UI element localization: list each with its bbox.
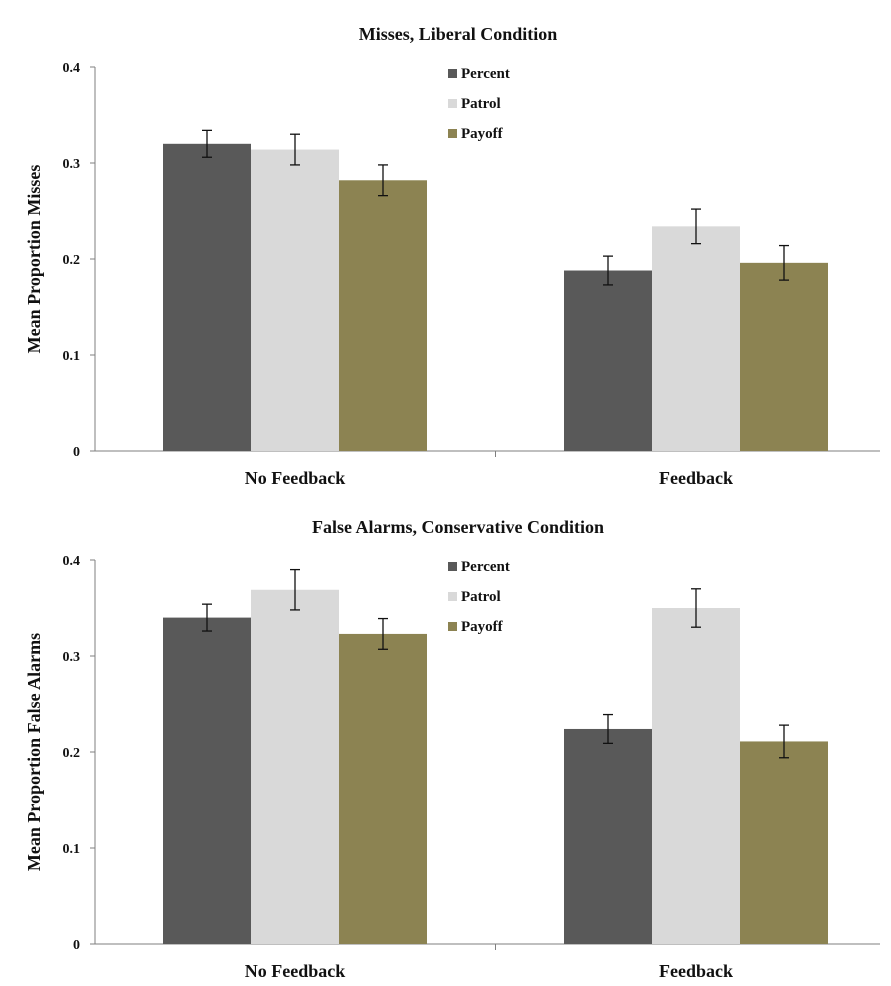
bar-patrol (652, 608, 740, 944)
chart-title: Misses, Liberal Condition (359, 24, 558, 44)
y-tick-label: 0.4 (63, 61, 81, 76)
legend-swatch-percent (448, 69, 457, 78)
y-axis-label: Mean Proportion Misses (24, 165, 44, 354)
y-tick-label: 0.1 (63, 842, 81, 857)
y-tick-label: 0 (73, 445, 80, 460)
legend-swatch-payoff (448, 129, 457, 138)
bar-payoff (740, 741, 828, 944)
bar-payoff (339, 180, 427, 451)
y-tick-label: 0.1 (63, 349, 81, 364)
y-tick-label: 0.2 (63, 746, 81, 761)
chart-title: False Alarms, Conservative Condition (312, 517, 604, 537)
legend-label: Payoff (461, 126, 504, 142)
bar-percent (564, 728, 652, 944)
y-tick-label: 0.3 (63, 650, 81, 665)
legend-label: Percent (461, 66, 510, 82)
legend-label: Payoff (461, 619, 504, 635)
bar-payoff (339, 633, 427, 944)
misses-chart-panel: Misses, Liberal Condition 0 0.1 0.2 0.3 0.4 Me… (24, 24, 880, 488)
false-alarms-chart-panel: False Alarms, Conservative Condition 0 0.1… (0, 493, 891, 986)
legend-label: Percent (461, 559, 510, 575)
category-label: Feedback (659, 468, 733, 488)
legend-label: Patrol (461, 96, 501, 112)
bar-payoff (740, 262, 828, 451)
false-alarms-chart: False Alarms, Conservative Condition 0 0.1… (24, 517, 880, 981)
category-label: Feedback (659, 961, 733, 981)
bar-percent (163, 143, 251, 452)
legend-swatch-patrol (448, 592, 457, 601)
y-tick-label: 0.4 (63, 554, 81, 569)
y-tick-label: 0.3 (63, 157, 81, 172)
category-label: No Feedback (245, 468, 346, 488)
bar-patrol (251, 149, 339, 451)
misses-chart: Misses, Liberal Condition 0 0.1 0.2 0.3 0.4 Me… (24, 24, 880, 488)
bar-patrol (652, 226, 740, 451)
bar-percent (163, 617, 251, 944)
y-tick-label: 0.2 (63, 253, 81, 268)
y-tick-label: 0 (73, 938, 80, 953)
legend-label: Patrol (461, 589, 501, 605)
legend-swatch-patrol (448, 99, 457, 108)
legend-swatch-payoff (448, 622, 457, 631)
y-axis-label: Mean Proportion False Alarms (24, 633, 44, 871)
bar-percent (564, 270, 652, 451)
legend-swatch-percent (448, 562, 457, 571)
bar-patrol (251, 589, 339, 944)
category-label: No Feedback (245, 961, 346, 981)
